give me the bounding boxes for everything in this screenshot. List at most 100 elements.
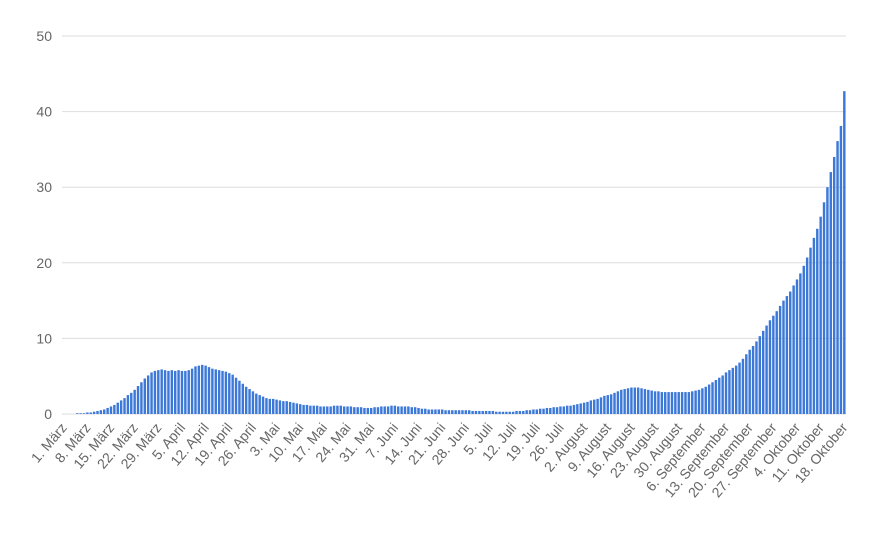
bar [424, 408, 427, 414]
bar [758, 336, 762, 414]
bar [356, 407, 359, 414]
bar [572, 404, 576, 414]
y-tick-label: 10 [36, 330, 52, 346]
bar [126, 395, 130, 414]
bar [390, 405, 393, 414]
bar [684, 392, 687, 414]
bar [146, 375, 150, 414]
bar [805, 257, 809, 414]
bar [532, 409, 535, 414]
bar [589, 400, 593, 414]
bar [295, 403, 299, 414]
bar [369, 407, 373, 414]
bar [714, 379, 718, 414]
bar [417, 407, 420, 414]
bar [812, 237, 816, 414]
bar [481, 410, 484, 414]
bar [214, 369, 217, 414]
bar [285, 401, 288, 414]
bar [630, 387, 633, 414]
bar [380, 406, 383, 414]
bar [407, 406, 410, 414]
bar [643, 389, 647, 414]
bar [542, 408, 545, 414]
bar [728, 370, 731, 414]
bar [832, 156, 836, 414]
bar [508, 411, 511, 414]
bar [190, 368, 194, 414]
bar [755, 341, 758, 414]
bar [738, 362, 741, 414]
bar [491, 410, 495, 414]
bar [434, 409, 437, 414]
bar [467, 410, 471, 414]
bar [258, 395, 261, 414]
bar [234, 377, 238, 414]
bar [194, 366, 197, 414]
bar [657, 391, 660, 414]
bar [180, 370, 184, 414]
bar [288, 401, 292, 414]
bar [613, 392, 616, 414]
bar [626, 388, 630, 414]
bar [184, 370, 187, 414]
bar [555, 407, 559, 414]
bar [197, 365, 201, 414]
bar [278, 400, 282, 414]
bar [89, 412, 92, 414]
bar [383, 406, 386, 414]
bar [559, 406, 562, 414]
bar [474, 410, 478, 414]
bar [359, 407, 363, 414]
bar [843, 91, 846, 415]
bar [748, 349, 751, 414]
bar [505, 411, 508, 414]
bar [454, 410, 457, 414]
bar [207, 367, 211, 414]
bar [701, 388, 704, 414]
bar [718, 377, 721, 414]
y-tick-label: 20 [36, 255, 52, 271]
bar [687, 392, 691, 414]
bar [397, 406, 400, 414]
bar [346, 406, 349, 414]
bar [549, 407, 552, 414]
bar [792, 285, 795, 414]
bar [680, 392, 684, 414]
bar [366, 407, 370, 414]
bar [440, 409, 444, 414]
bar [248, 389, 251, 414]
bar [420, 408, 424, 414]
bar [734, 365, 738, 414]
bar [464, 410, 468, 414]
bar [82, 413, 86, 414]
bar [829, 172, 833, 414]
bar [305, 404, 309, 414]
bar [292, 402, 295, 414]
bar [238, 380, 241, 414]
bar [711, 382, 714, 414]
bar [761, 330, 765, 414]
bar [309, 405, 312, 414]
bar [211, 368, 214, 414]
bar [663, 392, 667, 414]
y-tick-label: 40 [36, 104, 52, 120]
bar [576, 404, 579, 414]
bar [106, 407, 109, 414]
bar [562, 406, 566, 414]
bar [528, 410, 532, 414]
bar [217, 370, 221, 414]
bar [586, 401, 589, 414]
bar [444, 410, 447, 414]
bar [244, 386, 248, 414]
bar [187, 370, 190, 414]
bar [768, 320, 772, 414]
bar [535, 409, 539, 414]
bar [765, 325, 768, 414]
bar [839, 125, 843, 415]
bar [616, 391, 620, 414]
bar [157, 370, 160, 414]
bar [511, 411, 515, 414]
bar [636, 387, 640, 414]
